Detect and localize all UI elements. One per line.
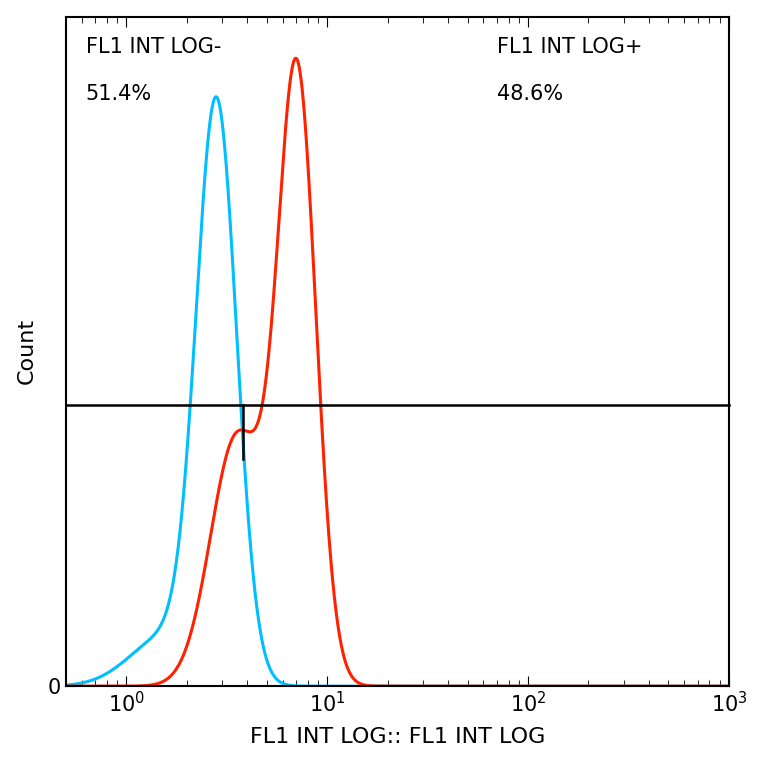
Text: 48.6%: 48.6% [497,83,563,104]
Text: 51.4%: 51.4% [86,83,152,104]
X-axis label: FL1 INT LOG:: FL1 INT LOG: FL1 INT LOG:: FL1 INT LOG [250,727,545,747]
Y-axis label: Count: Count [17,319,37,384]
Text: FL1 INT LOG-: FL1 INT LOG- [86,37,221,57]
Text: FL1 INT LOG+: FL1 INT LOG+ [497,37,643,57]
